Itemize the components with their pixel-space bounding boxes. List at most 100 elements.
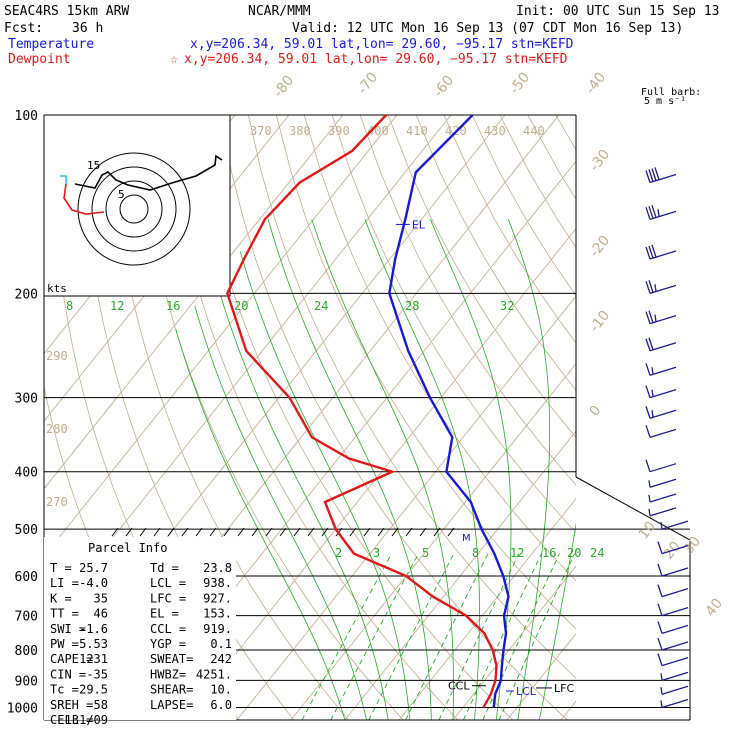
parcel-info-item: LCL = (150, 576, 186, 590)
parcel-info-item: YGP = (150, 637, 186, 651)
wind-barb-flag (651, 168, 657, 181)
theta-label: 440 (523, 124, 545, 138)
isotherm-label: -70 (355, 70, 382, 98)
parcel-info-item: HWBZ= (150, 667, 186, 681)
parcel-info-item: 35 (94, 591, 108, 605)
sounding-profiles (226, 114, 510, 708)
parcel-info-item: 131/09 (65, 713, 108, 727)
parcel-info-item: Tc = (50, 683, 79, 697)
wind-barb-staff (661, 641, 689, 651)
wind-barb-flag (660, 700, 663, 708)
dewpoint-profile (226, 114, 498, 708)
parcel-info-item: 6.0 (210, 698, 232, 712)
hatch-mark (293, 527, 301, 537)
wind-barb (645, 425, 677, 438)
pressure-label: 900 (15, 674, 38, 689)
wind-barbs (645, 167, 689, 709)
dry-adiabat-line (359, 115, 576, 486)
parcel-info-item: 29.5 (79, 683, 108, 697)
hodograph-trace-low (63, 183, 105, 215)
pressure-label: 700 (15, 610, 38, 625)
hatch-mark (321, 527, 329, 537)
barb-legend-title: Full barb: (641, 87, 701, 98)
mixing-ratio-label: 16 (542, 546, 556, 560)
pressure-label: 200 (15, 287, 38, 302)
parcel-info-item: 10. (210, 683, 232, 697)
valid-time: Valid: 12 UTC Mon 16 Sep 13 (07 CDT Mon … (292, 21, 683, 36)
wind-barb (645, 167, 677, 184)
dry-adiabat-line (387, 115, 576, 439)
hatch-mark (181, 527, 189, 537)
hatch-mark (447, 527, 455, 537)
parcel-info-item: 4251. (196, 667, 232, 681)
wind-barb-flag (645, 338, 651, 351)
wind-barb-flag (660, 687, 663, 695)
hatch-mark (251, 527, 259, 537)
mixing-ratio-line (498, 553, 575, 720)
parcel-info-background (44, 537, 236, 720)
parcel-info-item: 25.7 (79, 561, 108, 575)
hodograph-trace-top (60, 175, 67, 184)
wind-barb-flag (654, 284, 657, 292)
wind-barb (648, 478, 677, 488)
mixing-ratio-line (330, 553, 419, 720)
parcel-info-title: Parcel Info (88, 541, 167, 555)
hatch-mark (419, 527, 427, 537)
theta-e-label: 8 (66, 299, 73, 313)
wind-barb-flag (645, 459, 651, 472)
dry-adiabat-line (499, 115, 576, 249)
isotherm-line (669, 115, 740, 720)
parcel-info-item: SWI = (50, 622, 86, 636)
org-label: NCAR/MMM (248, 4, 311, 19)
wind-barb-staff (661, 657, 689, 667)
mixing-ratio-label: 12 (510, 546, 524, 560)
isotherm-label: -50 (507, 70, 534, 98)
wind-barb-staff (649, 210, 677, 220)
wind-barb (657, 621, 689, 635)
wind-barb (645, 244, 677, 260)
wind-barb-staff (661, 567, 689, 577)
wind-barb (660, 685, 689, 695)
wind-barb-flag (645, 406, 651, 419)
parcel-info-item: 46 (94, 607, 108, 621)
wind-barb-staff (661, 520, 689, 530)
parcel-info-item: SWEAT= (150, 652, 193, 666)
parcel-info-item: 1231 (79, 652, 108, 666)
hodograph-ring (91, 166, 177, 252)
parcel-info-item: 919. (203, 622, 232, 636)
wind-barb-flag (657, 621, 663, 634)
wind-barb (657, 584, 689, 598)
wind-barb-flag (660, 673, 663, 681)
moist-adiabat-line (539, 522, 576, 720)
wind-barb (645, 406, 677, 419)
hodograph-ring-label: 15 (87, 159, 100, 172)
wind-barb (657, 603, 689, 617)
wind-barb (660, 698, 689, 709)
isotherm-line (0, 115, 19, 720)
mixing-ratio-line (438, 553, 520, 720)
wind-barb-flag (651, 410, 654, 418)
parcel-info-item: -4.0 (79, 576, 108, 590)
wind-barb (645, 385, 677, 399)
isotherm-label: 40 (703, 596, 727, 620)
forecast-hour: 36 h (72, 21, 103, 36)
pressure-label: 800 (15, 644, 38, 659)
ccl-label: CCL (448, 680, 470, 693)
wind-barb-flag (651, 244, 657, 258)
hatch-mark (349, 527, 357, 537)
parcel-info-item: LFC = (150, 591, 186, 605)
dry-adiabat-line (584, 115, 740, 720)
wind-barb-staff (649, 478, 677, 488)
parcel-info-item: PW = (50, 637, 79, 651)
isotherm-line (344, 430, 576, 720)
m-label: M (462, 533, 471, 544)
temperature-legend: Temperature (8, 37, 94, 52)
moist-adiabat-line (507, 219, 550, 720)
parcel-info-item: 23.8 (203, 561, 232, 575)
pressure-label: 1000 (7, 701, 38, 716)
theta-label: 370 (250, 124, 272, 138)
pressure-label: 100 (15, 109, 38, 124)
parcel-info-item: LAPSE= (150, 698, 193, 712)
theta-label: 390 (328, 124, 350, 138)
wind-barb-flag (648, 310, 654, 323)
